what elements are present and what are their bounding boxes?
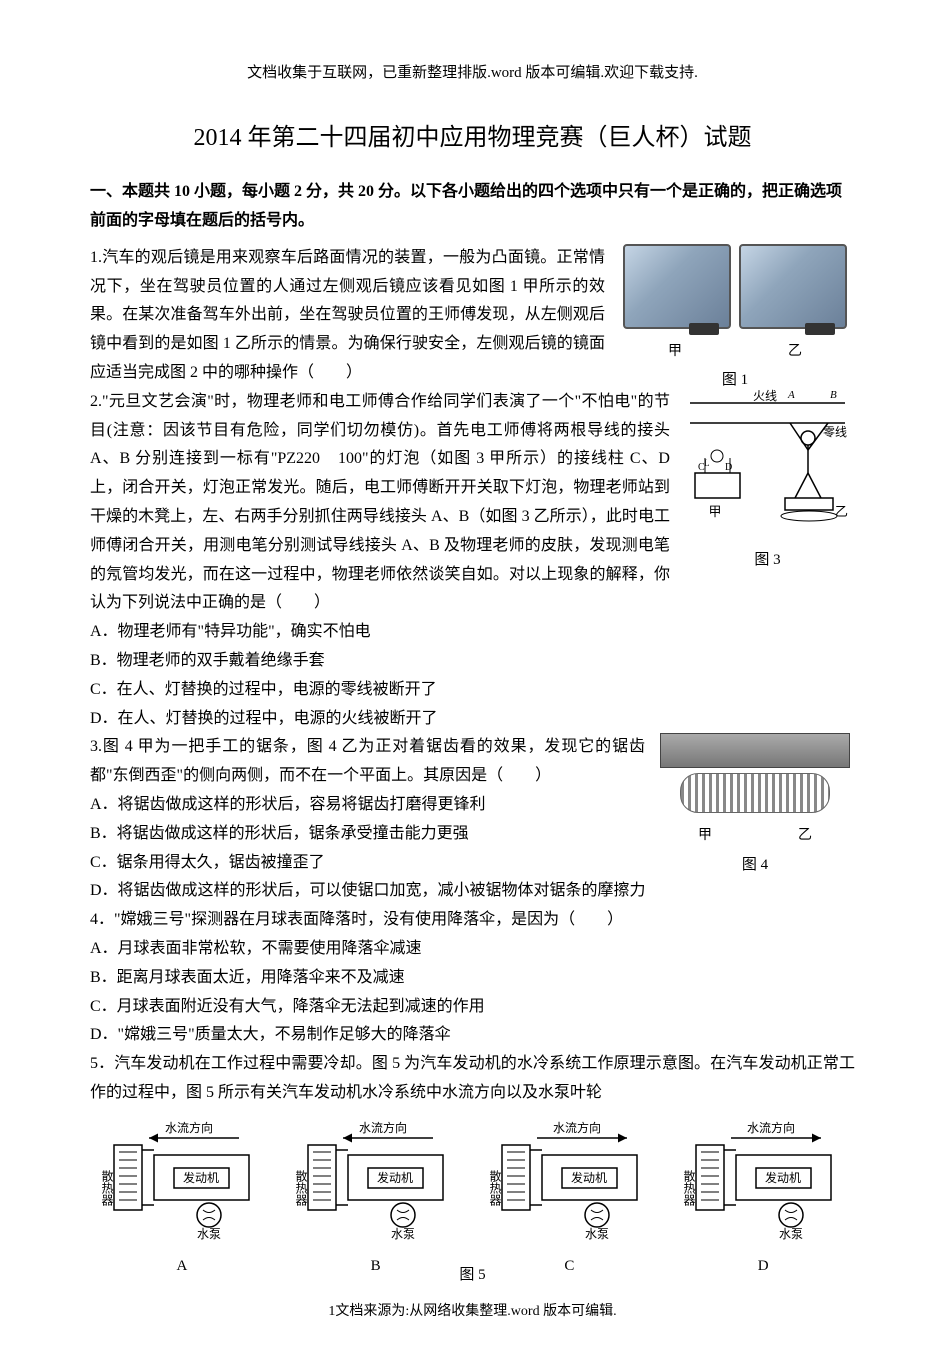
q4-option-a: A．月球表面非常松软，不需要使用降落伞减速 <box>90 935 855 964</box>
cooling-system-b-icon: 水流方向 散热器 发动机 水泵 <box>293 1120 458 1240</box>
cooling-system-c-icon: 水流方向 散热器 发动机 水泵 <box>487 1120 652 1240</box>
svg-text:水泵: 水泵 <box>197 1227 221 1240</box>
circuit-person-icon: 火线 零线 A B C D L 甲 <box>680 388 855 533</box>
q4-option-d: D．"嫦娥三号"质量太大，不易制作足够大的降落伞 <box>90 1021 855 1050</box>
q2-option-c: C．在人、灯替换的过程中，电源的零线被断开了 <box>90 676 855 705</box>
svg-text:散热器: 散热器 <box>100 1168 114 1206</box>
fig5-label-d: D <box>671 1253 855 1280</box>
section-instruction: 一、本题共 10 小题，每小题 2 分，共 20 分。以下各小题给出的四个选项中… <box>90 178 855 236</box>
fig5-label-a: A <box>90 1253 274 1280</box>
svg-text:水流方向: 水流方向 <box>359 1120 407 1135</box>
fig5-option-b: 水流方向 散热器 发动机 水泵 <box>284 1120 468 1281</box>
svg-text:发动机: 发动机 <box>571 1170 607 1185</box>
saw-blade-icon <box>660 733 850 768</box>
figure-3: 火线 零线 A B C D L 甲 <box>680 388 855 563</box>
fig3-neutral-wire: 零线 <box>823 425 847 439</box>
svg-text:散热器: 散热器 <box>488 1168 502 1206</box>
figure-5: 水流方向 散热器 发动机 水泵 <box>90 1120 855 1281</box>
footer-note: 1文档来源为:从网络收集整理.word 版本可编辑. <box>90 1299 855 1324</box>
question-1: 甲 乙 图 1 1.汽车的观后镜是用来观察车后路面情况的装置，一般为凸面镜。正常… <box>90 244 855 388</box>
svg-text:水流方向: 水流方向 <box>747 1120 795 1135</box>
mirror-right-icon <box>739 244 847 329</box>
svg-text:L: L <box>704 458 710 468</box>
fig5-option-a: 水流方向 散热器 发动机 水泵 <box>90 1120 274 1281</box>
fig4-label-right: 乙 <box>798 823 812 848</box>
q3-option-d: D．将锯齿做成这样的形状后，可以使锯口加宽，减小被锯物体对锯条的摩擦力 <box>90 877 855 906</box>
q2-option-b: B．物理老师的双手戴着绝缘手套 <box>90 647 855 676</box>
svg-text:A: A <box>787 389 795 401</box>
cooling-system-d-icon: 水流方向 散热器 发动机 水泵 <box>681 1120 846 1240</box>
figure-1: 甲 乙 图 1 <box>615 244 855 364</box>
q2-option-d: D．在人、灯替换的过程中，电源的火线被断开了 <box>90 705 855 734</box>
figure-4: 甲 乙 图 4 <box>655 733 855 843</box>
svg-text:水泵: 水泵 <box>779 1227 803 1240</box>
question-4: 4．"嫦娥三号"探测器在月球表面降落时，没有使用降落伞，是因为（ ） A．月球表… <box>90 906 855 1050</box>
q4-text: 4．"嫦娥三号"探测器在月球表面降落时，没有使用降落伞，是因为（ ） <box>90 906 855 935</box>
question-2: 火线 零线 A B C D L 甲 <box>90 388 855 734</box>
q2-option-a: A．物理老师有"特异功能"，确实不怕电 <box>90 618 855 647</box>
svg-text:发动机: 发动机 <box>765 1170 801 1185</box>
fig3-fire-wire: 火线 <box>753 389 777 403</box>
fig5-option-d: 水流方向 散热器 发动机 水泵 <box>671 1120 855 1281</box>
svg-text:散热器: 散热器 <box>294 1168 308 1206</box>
fig1-label-left: 甲 <box>668 339 682 364</box>
q5-text: 5．汽车发动机在工作过程中需要冷却。图 5 为汽车发动机的水冷系统工作原理示意图… <box>90 1050 855 1108</box>
question-5: 5．汽车发动机在工作过程中需要冷却。图 5 为汽车发动机的水冷系统工作原理示意图… <box>90 1050 855 1289</box>
q4-option-b: B．距离月球表面太近，用降落伞来不及减速 <box>90 964 855 993</box>
svg-text:水泵: 水泵 <box>391 1227 415 1240</box>
svg-text:水流方向: 水流方向 <box>553 1120 601 1135</box>
cooling-system-a-icon: 水流方向 散热器 发动机 水泵 <box>99 1120 264 1240</box>
q4-option-c: C．月球表面附近没有大气，降落伞无法起到减速的作用 <box>90 993 855 1022</box>
fig4-caption: 图 4 <box>742 852 768 879</box>
svg-text:散热器: 散热器 <box>682 1168 696 1206</box>
svg-text:水泵: 水泵 <box>585 1227 609 1240</box>
svg-text:D: D <box>725 462 732 473</box>
fig3-caption: 图 3 <box>680 547 855 574</box>
fig5-option-c: 水流方向 散热器 发动机 水泵 <box>478 1120 662 1281</box>
fig1-caption: 图 1 <box>615 367 855 388</box>
svg-text:发动机: 发动机 <box>183 1170 219 1185</box>
svg-text:发动机: 发动机 <box>377 1170 413 1185</box>
fig5-label-b: B <box>284 1253 468 1280</box>
fig5-label-c: C <box>478 1253 662 1280</box>
mirror-left-icon <box>623 244 731 329</box>
fig3-left-label: 甲 <box>708 504 721 519</box>
saw-teeth-icon <box>680 773 830 813</box>
fig1-label-right: 乙 <box>788 339 802 364</box>
svg-text:水流方向: 水流方向 <box>165 1120 213 1135</box>
question-3: 甲 乙 图 4 3.图 4 甲为一把手工的锯条，图 4 乙为正对着锯齿看的效果，… <box>90 733 855 906</box>
fig3-right-label: 乙 <box>835 504 848 519</box>
svg-text:B: B <box>830 389 837 401</box>
fig4-label-left: 甲 <box>698 823 712 848</box>
page-title: 2014 年第二十四届初中应用物理竞赛（巨人杯）试题 <box>90 117 855 160</box>
header-note: 文档收集于互联网，已重新整理排版.word 版本可编辑.欢迎下载支持. <box>90 60 855 87</box>
